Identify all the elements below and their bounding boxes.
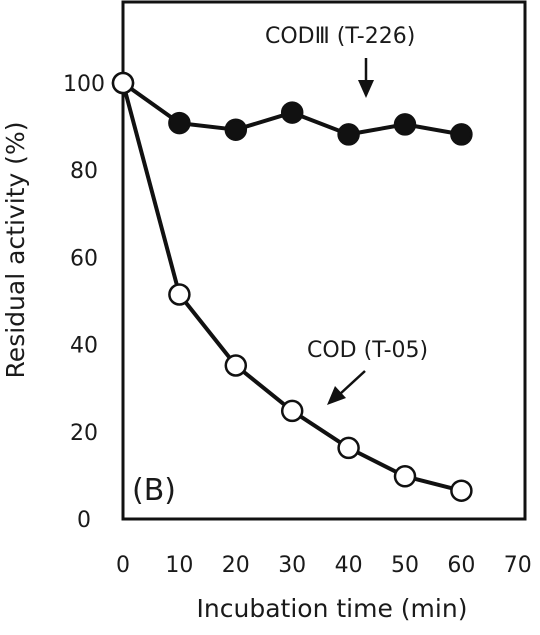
series-2-point — [224, 354, 248, 377]
x-tick-label-70: 70 — [504, 553, 532, 578]
series-1-point — [393, 113, 417, 136]
y-axis-title: Residual activity (%) — [1, 122, 30, 379]
series-2-point — [168, 283, 191, 306]
series-2-point — [280, 399, 304, 423]
x-axis-title: Incubation time (min) — [197, 594, 468, 623]
x-tick-label-30: 30 — [278, 553, 306, 578]
series-1-point — [280, 101, 304, 124]
series-2-point — [337, 436, 360, 460]
annotation-series-2-arrow — [327, 370, 366, 405]
annotation-series-1-arrow — [358, 58, 374, 98]
y-axis-ticks: 0 20 40 60 80 100 — [63, 72, 105, 533]
x-tick-label-50: 50 — [391, 553, 419, 578]
x-tick-label-60: 60 — [447, 553, 475, 578]
series-layer — [111, 71, 473, 502]
annotation-series-2-label: COD (T-05) — [307, 338, 428, 363]
x-tick-label-10: 10 — [165, 553, 193, 578]
series-1-point — [224, 118, 248, 141]
y-tick-label-20: 20 — [70, 421, 98, 446]
series-2-point — [450, 479, 473, 502]
y-tick-label-100: 100 — [63, 72, 105, 97]
x-tick-label-0: 0 — [116, 553, 130, 578]
y-tick-label-40: 40 — [70, 334, 98, 359]
series-1-point — [168, 111, 191, 135]
annotation-series-1-label: CODⅢ (T-226) — [265, 24, 415, 49]
y-tick-label-80: 80 — [70, 159, 98, 184]
x-axis-ticks: 0 10 20 30 40 50 60 70 — [116, 553, 532, 578]
panel-label: (B) — [132, 473, 176, 508]
series-2-point — [111, 71, 135, 95]
series-1-point — [450, 123, 473, 146]
series-2-point — [393, 465, 417, 488]
x-tick-label-20: 20 — [222, 553, 250, 578]
y-tick-label-0: 0 — [77, 508, 91, 533]
plot-frame — [121, 0, 527, 521]
x-tick-label-40: 40 — [335, 553, 363, 578]
series-1-point — [337, 123, 360, 146]
y-tick-label-60: 60 — [70, 246, 98, 271]
